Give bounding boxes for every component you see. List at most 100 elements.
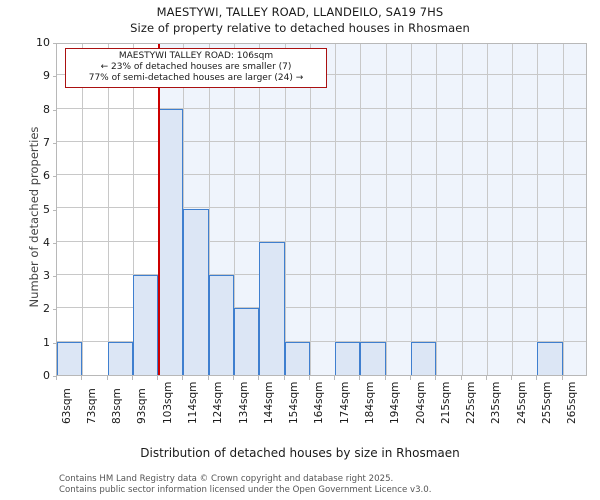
annotation-line-2: ← 23% of detached houses are smaller (7): [100, 62, 292, 72]
histogram-bar: [259, 241, 285, 375]
gridline-vertical: [411, 44, 412, 375]
histogram-bar: [234, 308, 260, 375]
x-axis-tick-label: 245sqm: [515, 381, 528, 424]
histogram-bar: [537, 341, 563, 375]
x-axis-tick-label: 204sqm: [414, 381, 427, 424]
x-axis-tick-mark: [461, 376, 462, 380]
x-axis-tick-mark: [182, 376, 183, 380]
x-axis-tick-mark: [359, 376, 360, 380]
y-axis-tick-label: 6: [43, 169, 50, 183]
x-axis-tick-mark: [107, 376, 108, 380]
x-axis-tick-mark: [284, 376, 285, 380]
histogram-bar: [183, 208, 209, 375]
x-axis-tick-label: 73sqm: [85, 388, 98, 424]
histogram-bar: [107, 341, 133, 375]
x-axis-tick-mark: [56, 376, 57, 380]
gridline-horizontal: [57, 307, 586, 308]
x-axis-tick-label: 63sqm: [60, 388, 73, 424]
x-axis-tick-label: 103sqm: [161, 381, 174, 424]
x-axis-tick-mark: [132, 376, 133, 380]
x-axis-tick-label: 194sqm: [389, 381, 402, 424]
gridline-vertical: [487, 44, 488, 375]
x-axis-tick-label: 225sqm: [465, 381, 478, 424]
y-axis-tick-label: 3: [43, 269, 50, 283]
x-axis-tick-label: 235sqm: [490, 381, 503, 424]
x-axis-tick-label: 215sqm: [439, 381, 452, 424]
x-axis-tick-mark: [309, 376, 310, 380]
footer-line-2: Contains public sector information licen…: [59, 484, 432, 495]
x-axis-tick-label: 134sqm: [237, 381, 250, 424]
x-axis-tick-label: 174sqm: [338, 381, 351, 424]
histogram-bar: [208, 275, 234, 375]
gridline-vertical: [563, 44, 564, 375]
gridline-vertical: [259, 44, 260, 375]
chart-title-block: MAESTYWI, TALLEY ROAD, LLANDEILO, SA19 7…: [0, 4, 600, 36]
y-axis-tick-label: 1: [43, 335, 50, 349]
x-axis-tick-label: 83sqm: [111, 388, 124, 424]
x-axis-tick-label: 114sqm: [186, 381, 199, 424]
gridline-vertical: [285, 44, 286, 375]
gridline-vertical: [436, 44, 437, 375]
x-axis-tick-mark: [157, 376, 158, 380]
page-title: MAESTYWI, TALLEY ROAD, LLANDEILO, SA19 7…: [156, 5, 444, 19]
x-axis-tick-mark: [81, 376, 82, 380]
gridline-horizontal: [57, 174, 586, 175]
y-axis-label: Number of detached properties: [27, 126, 41, 308]
gridline-vertical: [234, 44, 235, 375]
x-axis-tick-mark: [486, 376, 487, 380]
gridline-vertical: [386, 44, 387, 375]
gridline-vertical: [462, 44, 463, 375]
x-axis-tick-mark: [334, 376, 335, 380]
x-axis-tick-label: 184sqm: [363, 381, 376, 424]
y-axis-tick-label: 7: [43, 135, 50, 149]
x-axis-tick-label: 255sqm: [540, 381, 553, 424]
footer-line-1: Contains HM Land Registry data © Crown c…: [59, 474, 394, 484]
gridline-vertical: [335, 44, 336, 375]
gridline-horizontal: [57, 108, 586, 109]
histogram-bar: [132, 275, 159, 375]
x-axis-tick-label: 164sqm: [313, 381, 326, 424]
histogram-bar: [335, 341, 361, 375]
y-axis-tick-mark: [52, 376, 56, 377]
x-axis-tick-mark: [385, 376, 386, 380]
histogram-bar: [158, 108, 184, 375]
gridline-vertical: [310, 44, 311, 375]
x-axis-tick-mark: [258, 376, 259, 380]
x-axis-tick-label: 144sqm: [262, 381, 275, 424]
x-axis-tick-mark: [410, 376, 411, 380]
gridline-vertical: [512, 44, 513, 375]
y-axis-tick-mark: [52, 242, 56, 244]
x-axis-tick-label: 93sqm: [136, 388, 149, 424]
footer-attribution: Contains HM Land Registry data © Crown c…: [59, 474, 579, 495]
y-axis-tick-mark: [52, 276, 56, 278]
plot-area: [56, 43, 587, 376]
y-axis-tick-mark: [52, 142, 56, 144]
x-axis-tick-label: 124sqm: [212, 381, 225, 424]
y-axis-tick-mark: [52, 342, 56, 344]
y-axis-tick-mark: [52, 176, 56, 178]
y-axis-tick-mark: [52, 76, 56, 78]
gridline-horizontal: [57, 341, 586, 342]
y-axis-tick-label: 8: [43, 102, 50, 116]
gridline-vertical: [108, 44, 109, 375]
x-axis-tick-mark: [536, 376, 537, 380]
x-axis-tick-mark: [562, 376, 563, 380]
x-axis-tick-label: 154sqm: [288, 381, 301, 424]
gridline-horizontal: [57, 274, 586, 275]
x-axis-tick-mark: [435, 376, 436, 380]
x-axis-tick-mark: [208, 376, 209, 380]
x-axis-label: Distribution of detached houses by size …: [140, 446, 460, 460]
annotation-callout: MAESTYWI TALLEY ROAD: 106sqm ← 23% of de…: [65, 48, 327, 88]
y-axis-tick-label: 10: [36, 36, 50, 49]
gridline-vertical: [360, 44, 361, 375]
x-axis-tick-label: 265sqm: [566, 381, 579, 424]
gridline-horizontal: [57, 141, 586, 142]
y-axis-tick-label: 5: [43, 202, 50, 216]
y-axis-tick-label: 0: [43, 369, 50, 382]
annotation-line-1: MAESTYWI TALLEY ROAD: 106sqm: [118, 51, 274, 61]
y-axis-tick-mark: [52, 109, 56, 111]
histogram-bar: [284, 341, 310, 375]
y-axis-tick-mark: [52, 209, 56, 211]
histogram-bar: [411, 341, 437, 375]
